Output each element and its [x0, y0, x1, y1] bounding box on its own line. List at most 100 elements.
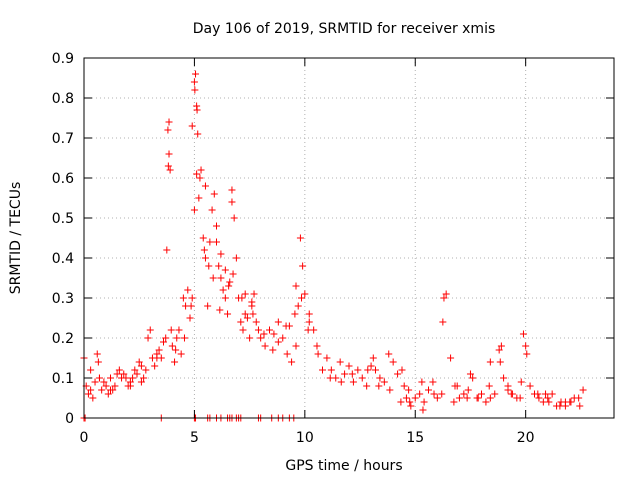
data-point — [172, 346, 180, 354]
data-point — [187, 302, 195, 310]
data-point — [534, 390, 542, 398]
data-point — [216, 306, 224, 314]
data-point — [270, 330, 278, 338]
data-point — [239, 326, 247, 334]
data-point — [195, 194, 203, 202]
data-point — [369, 354, 377, 362]
data-point — [288, 358, 296, 366]
data-point — [386, 386, 394, 394]
data-point — [442, 290, 450, 298]
y-tick-label: 0 — [65, 411, 74, 427]
data-point — [517, 378, 525, 386]
data-point — [226, 278, 234, 286]
data-point — [94, 358, 102, 366]
data-point — [507, 390, 515, 398]
data-point — [197, 166, 205, 174]
data-point — [84, 390, 92, 398]
y-axis-label: SRMTID / TECUs — [8, 182, 24, 295]
axis-ticks — [83, 57, 614, 419]
data-point — [196, 174, 204, 182]
data-point — [160, 338, 167, 346]
data-point — [323, 354, 331, 362]
data-point — [168, 342, 176, 350]
data-point — [336, 358, 344, 366]
data-point — [372, 366, 379, 374]
data-point — [177, 350, 185, 358]
data-point — [260, 330, 268, 338]
data-point — [107, 374, 114, 382]
data-point — [93, 350, 101, 358]
data-point — [496, 358, 504, 366]
data-point — [221, 294, 229, 302]
data-point — [364, 366, 372, 374]
data-point — [100, 378, 108, 386]
y-tick-label: 0.9 — [52, 51, 74, 67]
data-point — [411, 394, 419, 402]
data-point — [102, 382, 110, 390]
data-point — [561, 398, 569, 406]
data-point — [341, 370, 349, 378]
data-point — [217, 250, 225, 258]
data-point — [326, 374, 334, 382]
y-tick-label: 0.5 — [52, 211, 74, 227]
data-point — [241, 310, 249, 318]
data-point — [354, 366, 362, 374]
data-point — [98, 386, 106, 394]
data-points — [80, 70, 587, 422]
data-point — [453, 382, 461, 390]
data-point — [173, 334, 181, 342]
data-point — [261, 342, 269, 350]
data-point — [299, 262, 307, 270]
data-point — [164, 126, 172, 134]
data-point — [375, 382, 383, 390]
data-point — [440, 294, 448, 302]
data-point — [447, 354, 455, 362]
data-point — [389, 358, 397, 366]
data-point — [522, 342, 530, 350]
data-point — [213, 238, 220, 246]
data-point — [228, 198, 236, 206]
data-point — [486, 394, 494, 402]
data-point — [142, 366, 150, 374]
data-point — [548, 390, 556, 398]
data-point — [400, 382, 408, 390]
data-point — [319, 366, 326, 374]
data-point — [104, 390, 112, 398]
data-point — [194, 130, 202, 138]
data-point — [201, 182, 209, 190]
x-tick-label: 10 — [296, 430, 314, 446]
data-point — [486, 358, 494, 366]
data-point — [292, 282, 300, 290]
data-point — [246, 334, 254, 342]
data-point — [402, 394, 410, 402]
data-point — [250, 290, 258, 298]
data-point — [162, 334, 170, 342]
data-point — [439, 318, 447, 326]
data-point — [466, 370, 474, 378]
data-point — [163, 246, 171, 254]
data-point — [167, 326, 175, 334]
data-point — [237, 318, 245, 326]
data-point — [450, 398, 458, 406]
data-point — [243, 314, 251, 322]
y-tick-label: 0.3 — [52, 291, 74, 307]
data-point — [579, 386, 587, 394]
data-point — [406, 398, 414, 406]
data-point — [249, 310, 257, 318]
data-point — [545, 398, 553, 406]
data-point — [556, 402, 564, 410]
data-point — [418, 378, 426, 386]
data-point — [464, 386, 472, 394]
data-point — [469, 374, 477, 382]
data-point — [542, 390, 550, 398]
data-point — [217, 274, 225, 282]
x-tick-label: 15 — [406, 430, 424, 446]
data-point — [358, 374, 366, 382]
data-point — [215, 262, 223, 270]
data-point — [478, 390, 485, 398]
data-point — [221, 266, 229, 274]
data-point — [213, 222, 220, 230]
data-point — [516, 394, 524, 402]
data-point — [405, 386, 413, 394]
data-point — [376, 374, 384, 382]
